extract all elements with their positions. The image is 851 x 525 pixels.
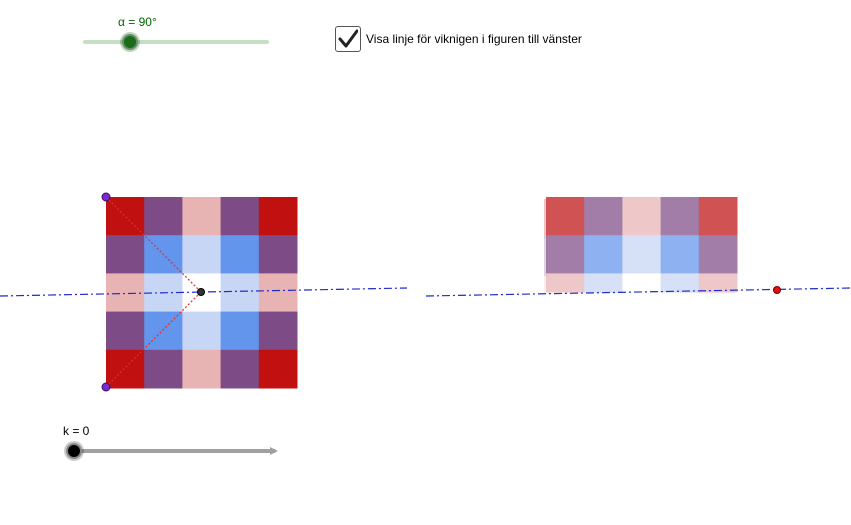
corner-point-top — [101, 192, 111, 202]
center-point — [197, 288, 205, 296]
folded-plaid-cell — [584, 197, 623, 236]
left-plaid-cell — [144, 311, 183, 351]
folded-plaid-cell — [546, 197, 585, 236]
folded-figure — [544, 197, 738, 294]
folded-plaid-cell — [660, 197, 700, 236]
alpha-slider-label: α = 90° — [118, 15, 157, 29]
k-slider-arrow-icon — [270, 447, 278, 455]
left-plaid-cell — [220, 235, 260, 274]
folded-plaid-cell — [698, 197, 738, 236]
k-slider-track[interactable] — [70, 449, 276, 453]
alpha-slider-track[interactable] — [83, 40, 269, 44]
left-plaid-cell — [220, 311, 260, 351]
left-plaid-cell — [144, 349, 183, 389]
left-plaid-cell — [182, 311, 222, 351]
left-plaid-cell — [106, 311, 145, 351]
left-plaid-cell — [182, 349, 222, 389]
folded-plaid-cell — [622, 273, 662, 293]
show-fold-line-checkbox[interactable] — [335, 26, 361, 52]
left-plaid-cell — [144, 197, 183, 236]
corner-point-bottom — [101, 382, 111, 392]
folded-plaid-cell — [584, 235, 623, 274]
left-plaid-cell — [106, 235, 145, 274]
folded-plaid-cell — [660, 273, 700, 293]
left-plaid-cell — [220, 349, 260, 389]
left-plaid-cell — [258, 235, 298, 274]
checkmark-icon — [338, 29, 358, 48]
k-slider-thumb[interactable] — [66, 443, 82, 459]
left-plaid-cell — [258, 273, 298, 313]
left-plaid-cell — [106, 349, 145, 389]
left-plaid-cell — [106, 273, 145, 313]
folded-plaid-cell — [584, 273, 623, 293]
folded-plaid-cell — [622, 235, 662, 274]
folded-plaid-cell — [546, 235, 585, 274]
left-plaid-cell — [220, 273, 260, 313]
k-slider-label: k = 0 — [63, 424, 90, 438]
left-plaid-cell — [182, 197, 222, 236]
folded-plaid-cell — [546, 273, 585, 293]
left-plaid-cell — [258, 349, 298, 389]
folded-plaid-cell — [698, 235, 738, 274]
show-fold-line-label: Visa linje för viknigen i figuren till v… — [366, 32, 582, 46]
left-plaid-cell — [258, 311, 298, 351]
folded-plaid-cell — [622, 197, 662, 236]
fold-point — [773, 286, 781, 294]
folded-plaid-cell — [698, 273, 738, 293]
left-plaid-cell — [182, 235, 222, 274]
alpha-slider-thumb[interactable] — [122, 34, 138, 50]
folded-plaid-cell — [660, 235, 700, 274]
left-plaid-cell — [258, 197, 298, 236]
left-plaid-cell — [220, 197, 260, 236]
